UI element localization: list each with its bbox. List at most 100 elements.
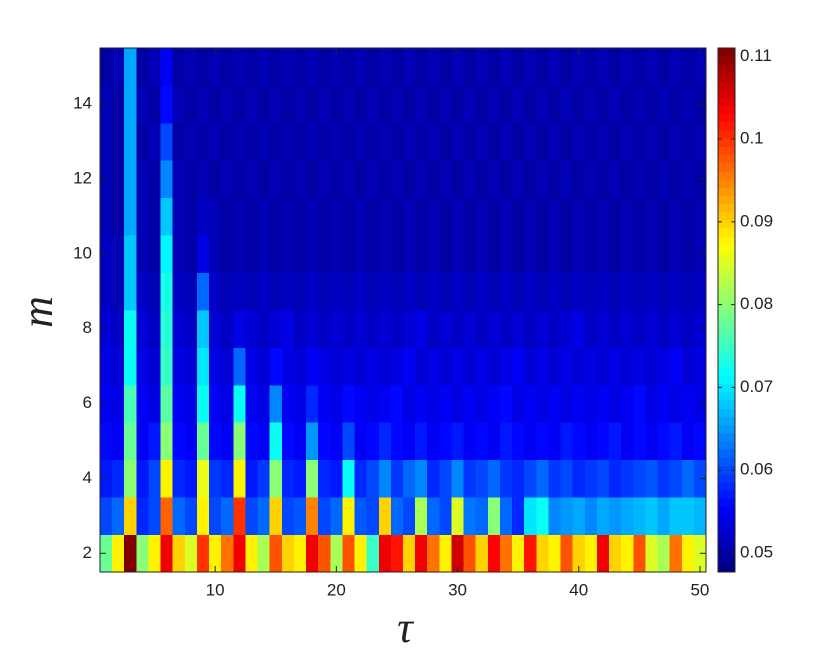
heatmap-cell [184,122,198,161]
colorbar-swatch [718,539,735,548]
heatmap-cell [584,272,598,311]
heatmap-cell [354,48,368,86]
heatmap-cell [233,235,246,273]
heatmap-cell [645,384,658,423]
colorbar-swatch [718,97,735,106]
heatmap-cell [378,160,392,199]
heatmap-cell [124,422,137,461]
heatmap-cell [245,534,258,573]
heatmap-cell [281,384,295,423]
heatmap-cell [136,384,149,423]
heatmap-cell [306,160,319,199]
colorbar-swatch [718,441,735,450]
colorbar-swatch [718,88,735,98]
heatmap-cell [330,310,343,348]
colorbar-swatch [718,219,735,229]
heatmap-cell [233,534,246,573]
heatmap-cell [560,347,574,386]
colorbar-swatch [718,334,735,344]
heatmap-cell [633,347,646,386]
heatmap-cell [209,347,222,386]
heatmap-cell [487,160,501,199]
heatmap-cell [209,85,222,124]
heatmap-cell [148,48,161,86]
heatmap-cell [378,497,392,535]
heatmap-cell [451,310,464,348]
heatmap-cell [487,197,501,236]
heatmap-cell [669,310,683,348]
heatmap-cell [487,534,501,573]
x-axis-label: τ [397,603,415,652]
heatmap-cell [633,272,646,311]
heatmap-cell [512,422,525,461]
heatmap-cell [403,85,416,124]
heatmap-cell [415,497,428,535]
heatmap-cell [221,497,234,535]
heatmap-cell [403,48,416,86]
heatmap-cell [233,272,246,311]
heatmap-cell [499,122,513,161]
heatmap-cell [148,272,161,311]
heatmap-cell [512,534,525,573]
colorbar-swatch [718,48,735,57]
y-tick-label: 8 [83,318,92,337]
heatmap-cell [209,422,222,461]
heatmap-cell [621,422,634,461]
colorbar-tick-label: 0.1 [740,129,764,148]
heatmap-cell [572,235,586,273]
heatmap-cell [609,160,622,199]
heatmap-cell [257,534,271,573]
heatmap-cell [596,272,610,311]
heatmap-cell [160,197,174,236]
heatmap-cell [560,459,574,498]
heatmap-cell [548,497,561,535]
heatmap-cell [475,459,489,498]
heatmap-cell [439,422,452,461]
heatmap-cell [681,347,695,386]
heatmap-cell [318,272,331,311]
heatmap-cell [390,497,404,535]
heatmap-cell [160,459,174,498]
heatmap-cell [524,48,537,86]
colorbar-swatch [718,473,735,483]
heatmap-cell [136,534,149,573]
heatmap-cell [596,235,610,273]
heatmap-cell [427,85,440,124]
heatmap-cell [136,422,149,461]
heatmap-cell [645,422,658,461]
y-tick-label: 6 [83,393,92,412]
heatmap-cell [124,235,137,273]
heatmap-cell [342,197,355,236]
heatmap-cell [257,384,271,423]
colorbar-swatch [718,260,735,270]
heatmap-cell [209,534,222,573]
heatmap-cell [572,534,586,573]
heatmap-cell [512,384,525,423]
heatmap-cell [451,122,464,161]
heatmap-cell [463,310,477,348]
heatmap-cell [366,534,380,573]
heatmap-cell [112,48,125,86]
heatmap-cell [572,122,586,161]
colorbar-swatch [718,211,735,221]
colorbar-swatch [718,424,735,434]
heatmap-cell [306,534,319,573]
heatmap-cell [354,85,368,124]
heatmap-cell [657,160,671,199]
heatmap-cell [499,347,513,386]
heatmap-cell [281,459,295,498]
heatmap-cell [342,160,355,199]
heatmap-cell [669,534,683,573]
heatmap-cell [221,347,234,386]
colorbar-swatch [718,498,735,507]
heatmap-cell [245,422,258,461]
heatmap-cell [403,497,416,535]
heatmap-cell [112,310,125,348]
heatmap-cell [475,347,489,386]
heatmap-cell [439,310,452,348]
colorbar-swatch [718,375,735,385]
heatmap-cell [160,160,174,199]
heatmap-cell [633,48,646,86]
colorbar-swatch [718,154,735,164]
heatmap-cell [657,85,671,124]
